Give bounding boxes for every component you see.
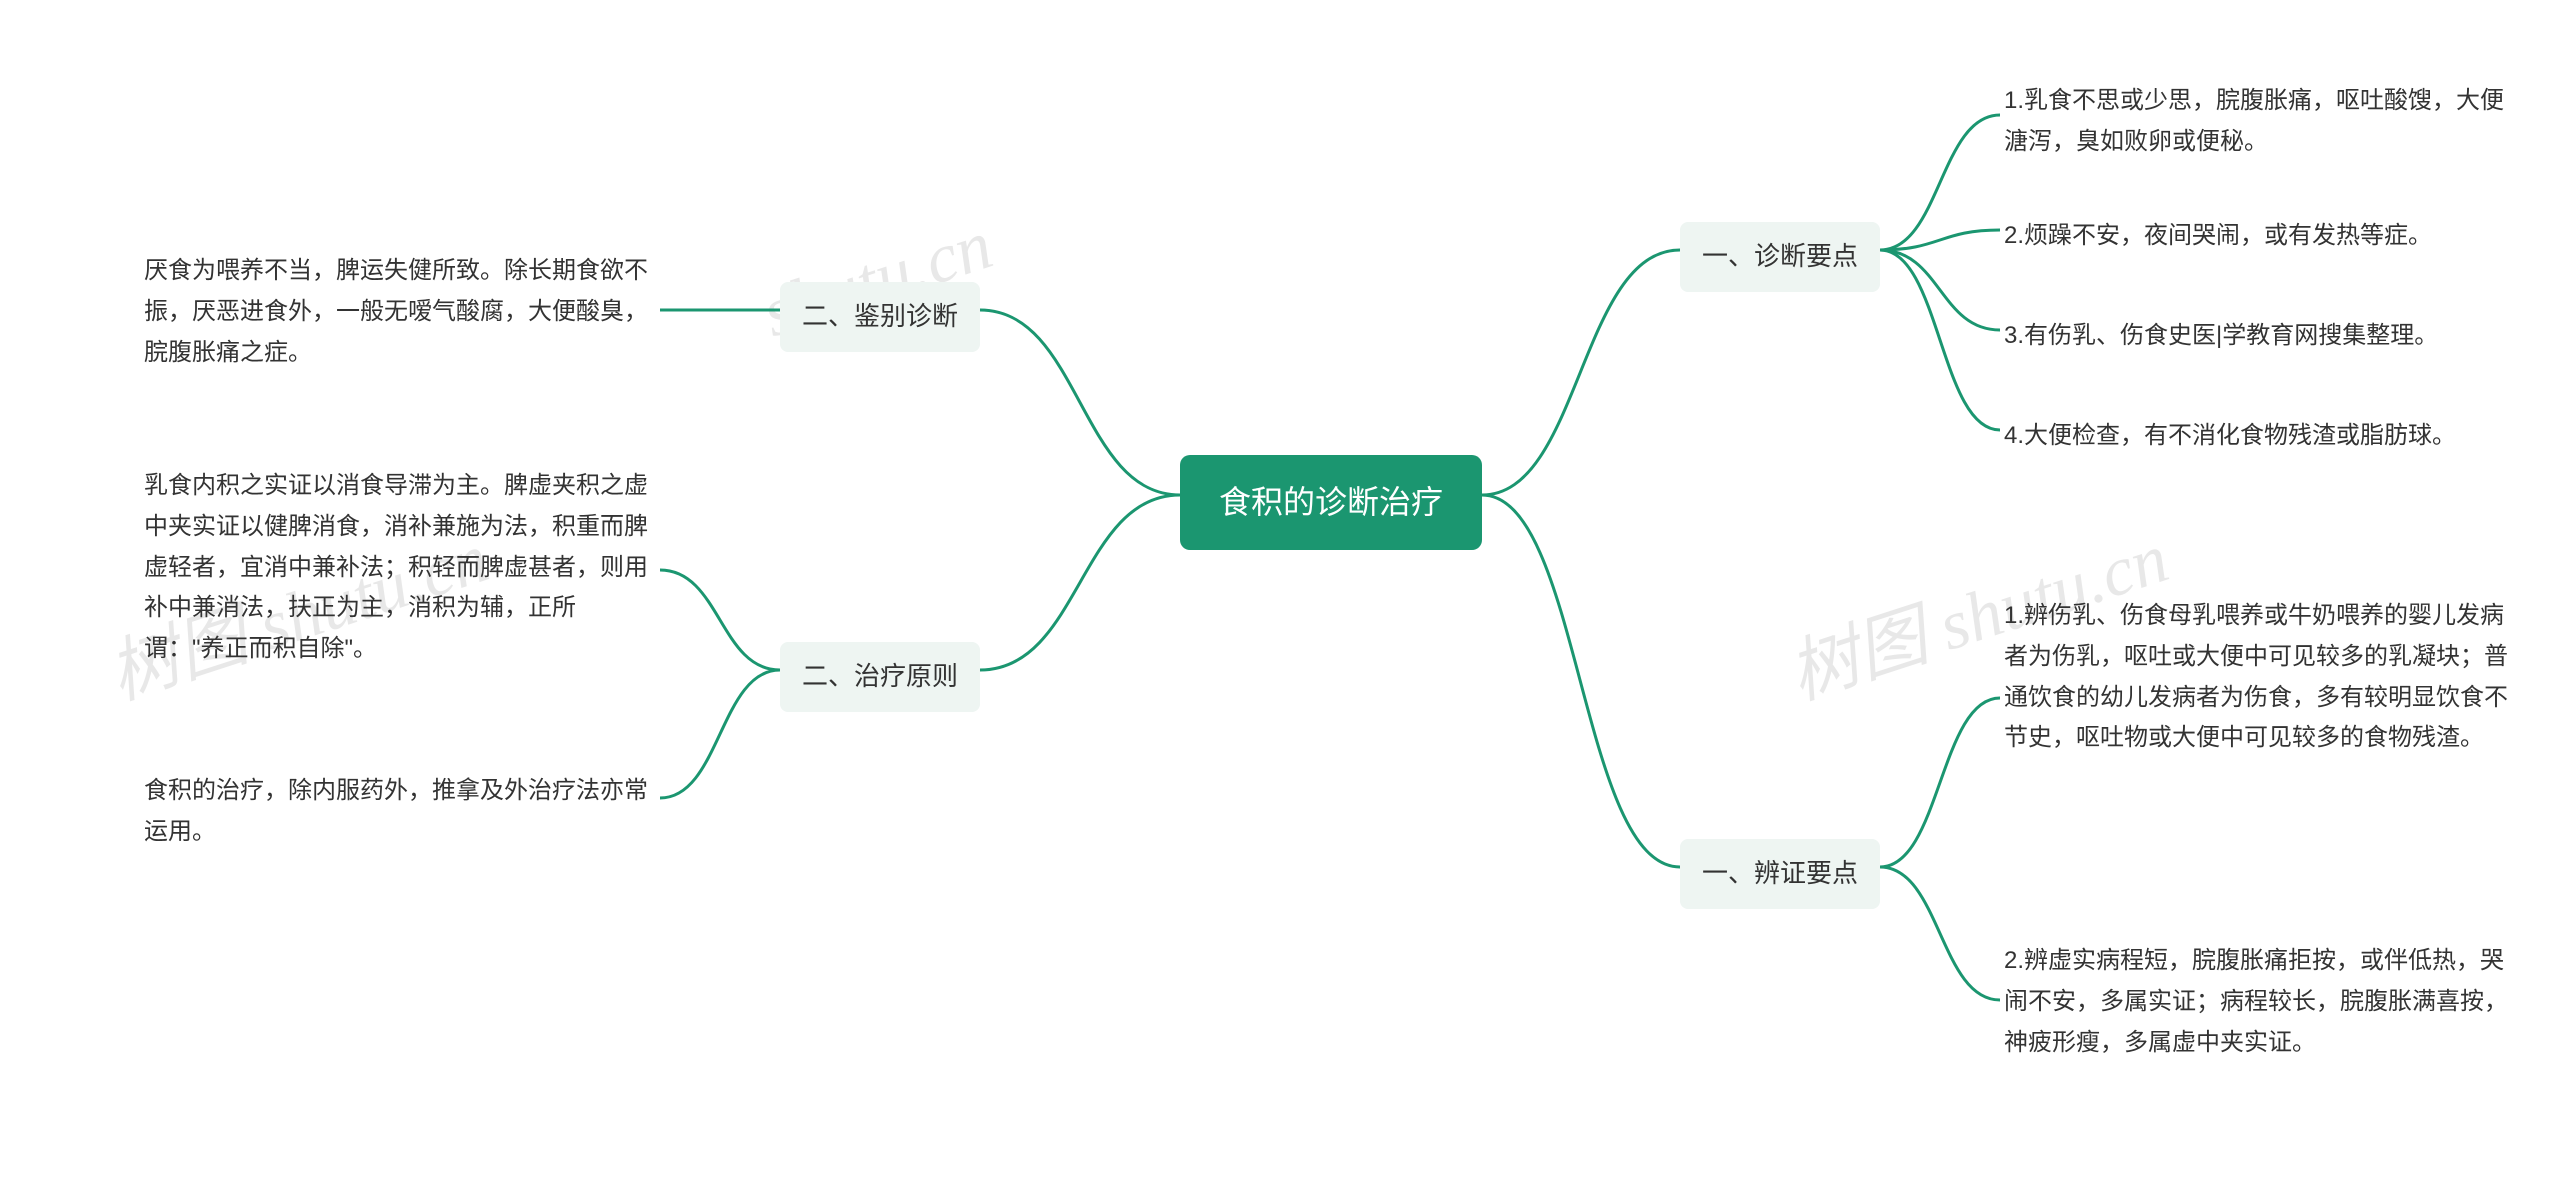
leaf-text: 乳食内积之实证以消食导滞为主。脾虚夹积之虚中夹实证以健脾消食，消补兼施为法，积重… [144,466,656,670]
leaf-treatment-2: 食积的治疗，除内服药外，推拿及外治疗法亦常运用。 [140,765,660,859]
branch-treatment-principles[interactable]: 二、治疗原则 [780,642,980,712]
leaf-text: 厌食为喂养不当，脾运失健所致。除长期食欲不振，厌恶进食外，一般无嗳气酸腐，大便酸… [144,251,656,373]
branch-differential-diagnosis[interactable]: 二、鉴别诊断 [780,282,980,352]
leaf-text: 食积的治疗，除内服药外，推拿及外治疗法亦常运用。 [144,771,656,853]
branch-differentiation-points[interactable]: 一、辨证要点 [1680,839,1880,909]
leaf-differential-1: 厌食为喂养不当，脾运失健所致。除长期食欲不振，厌恶进食外，一般无嗳气酸腐，大便酸… [140,245,660,379]
branch-label: 二、治疗原则 [802,656,958,698]
leaf-diagnosis-4: 4.大便检查，有不消化食物残渣或脂肪球。 [2000,410,2520,463]
leaf-text: 2.辨虚实病程短，脘腹胀痛拒按，或伴低热，哭闹不安，多属实证；病程较长，脘腹胀满… [2004,941,2516,1063]
branch-diagnosis-points[interactable]: 一、诊断要点 [1680,222,1880,292]
leaf-differentiation-1: 1.辨伤乳、伤食母乳喂养或牛奶喂养的婴儿发病者为伤乳，呕吐或大便中可见较多的乳凝… [2000,590,2520,765]
leaf-differentiation-2: 2.辨虚实病程短，脘腹胀痛拒按，或伴低热，哭闹不安，多属实证；病程较长，脘腹胀满… [2000,935,2520,1069]
branch-label: 一、辨证要点 [1702,853,1858,895]
leaf-diagnosis-2: 2.烦躁不安，夜间哭闹，或有发热等症。 [2000,210,2520,263]
mindmap-root[interactable]: 食积的诊断治疗 [1180,455,1482,550]
branch-label: 一、诊断要点 [1702,236,1858,278]
leaf-diagnosis-1: 1.乳食不思或少思，脘腹胀痛，呕吐酸馊，大便溏泻，臭如败卵或便秘。 [2000,75,2520,169]
leaf-text: 3.有伤乳、伤食史医|学教育网搜集整理。 [2004,316,2438,357]
branch-label: 二、鉴别诊断 [802,296,958,338]
leaf-text: 1.辨伤乳、伤食母乳喂养或牛奶喂养的婴儿发病者为伤乳，呕吐或大便中可见较多的乳凝… [2004,596,2516,759]
leaf-text: 1.乳食不思或少思，脘腹胀痛，呕吐酸馊，大便溏泻，臭如败卵或便秘。 [2004,81,2516,163]
root-label: 食积的诊断治疗 [1219,477,1443,528]
leaf-treatment-1: 乳食内积之实证以消食导滞为主。脾虚夹积之虚中夹实证以健脾消食，消补兼施为法，积重… [140,460,660,676]
leaf-text: 2.烦躁不安，夜间哭闹，或有发热等症。 [2004,216,2432,257]
leaf-diagnosis-3: 3.有伤乳、伤食史医|学教育网搜集整理。 [2000,310,2520,363]
leaf-text: 4.大便检查，有不消化食物残渣或脂肪球。 [2004,416,2456,457]
